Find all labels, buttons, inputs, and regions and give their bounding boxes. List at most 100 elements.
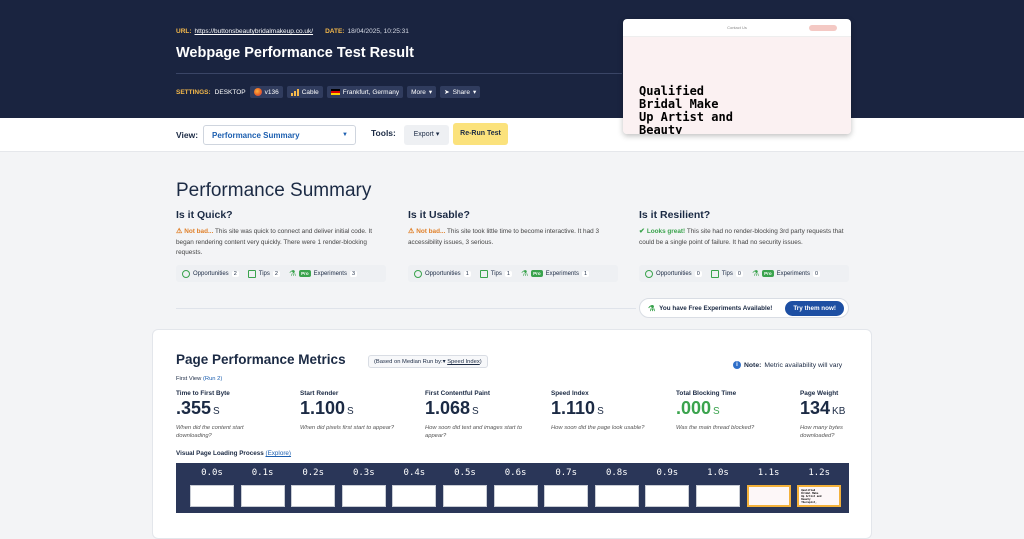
free-experiments-banner: ⚗ You have Free Experiments Available! T… bbox=[639, 298, 849, 318]
frame-time: 0.1s bbox=[251, 468, 274, 478]
usable-description: This site took little time to become int… bbox=[408, 228, 600, 246]
view-select[interactable]: Performance Summary ▼ bbox=[203, 125, 356, 145]
share-button[interactable]: ➤ Share ▾ bbox=[440, 86, 481, 98]
experiments-label: Experiments bbox=[776, 270, 810, 277]
metric-value: 1.110 S bbox=[551, 398, 666, 422]
usable-verdict: Not bad... bbox=[416, 228, 446, 235]
frame-thumbnail bbox=[493, 485, 538, 507]
opportunities-link[interactable]: Opportunities 1 bbox=[414, 269, 471, 278]
test-meta: URL: https://buttonsbeautybridalmakeup.co… bbox=[176, 28, 409, 35]
metrics-title: Page Performance Metrics bbox=[176, 352, 346, 367]
filmstrip-frame[interactable]: 0.3s bbox=[340, 463, 388, 507]
experiments-link[interactable]: ⚗ Pro Experiments 0 bbox=[752, 269, 821, 278]
preview-hero-text: Qualified Bridal Make Up Artist and Beau… bbox=[623, 37, 851, 134]
filmstrip-frame[interactable]: 0.1s bbox=[239, 463, 287, 507]
filmstrip-frame[interactable]: 0.5s bbox=[441, 463, 489, 507]
tested-url-link[interactable]: https://buttonsbeautybridalmakeup.co.uk/ bbox=[194, 28, 314, 35]
metric-number: .000 bbox=[676, 398, 712, 418]
warning-icon: ⚠ bbox=[408, 228, 417, 235]
chevron-down-icon: ▾ bbox=[435, 131, 440, 138]
more-label: More bbox=[411, 88, 426, 96]
page-screenshot-preview[interactable]: Contact Us Qualified Bridal Make Up Arti… bbox=[623, 19, 851, 134]
opportunities-link[interactable]: Opportunities 2 bbox=[182, 269, 239, 278]
filmstrip-frame[interactable]: 1.1s bbox=[745, 463, 793, 507]
caret-down-icon: ▾ bbox=[442, 359, 446, 365]
filmstrip-frame[interactable]: 0.9s bbox=[643, 463, 691, 507]
test-date: 18/04/2025, 10:25:31 bbox=[347, 28, 409, 35]
run-link[interactable]: (Run 2) bbox=[202, 376, 223, 382]
test-location: Frankfurt, Germany bbox=[342, 88, 400, 96]
clock-icon bbox=[182, 269, 190, 278]
metric-number: .355 bbox=[176, 398, 212, 418]
quick-section: Is it Quick? ⚠ Not bad... This site was … bbox=[176, 209, 386, 282]
flask-icon: ⚗ bbox=[520, 269, 529, 278]
metric-unit: S bbox=[213, 406, 220, 417]
median-prefix: (Based on Median Run by: bbox=[374, 359, 443, 365]
visual-loading-text: Visual Page Loading Process bbox=[176, 450, 264, 457]
frame-thumbnail bbox=[696, 485, 740, 507]
more-button[interactable]: More ▾ bbox=[407, 86, 437, 98]
first-view-text: First View bbox=[176, 376, 202, 382]
tips-link[interactable]: Tips 1 bbox=[479, 269, 512, 278]
export-button[interactable]: Export ▾ bbox=[404, 125, 449, 145]
experiments-link[interactable]: ⚗ Pro Experiments 3 bbox=[288, 269, 358, 278]
resilient-description: This site had no render-blocking 3rd par… bbox=[639, 228, 844, 246]
median-run-selector[interactable]: (Based on Median Run by:▾ Speed Index) bbox=[368, 355, 488, 368]
rerun-test-button[interactable]: Re-Run Test bbox=[453, 123, 508, 145]
section-divider bbox=[176, 308, 636, 309]
chevron-down-icon: ▼ bbox=[342, 132, 348, 138]
chevron-down-icon: ▾ bbox=[428, 89, 433, 96]
frame-time: 0.0s bbox=[201, 468, 223, 478]
flask-icon: ⚗ bbox=[288, 269, 297, 278]
frame-time: 1.1s bbox=[757, 468, 780, 478]
tips-label: Tips bbox=[490, 270, 502, 277]
result-header: URL: https://buttonsbeautybridalmakeup.co… bbox=[0, 0, 1024, 118]
metric-unit: KB bbox=[832, 406, 846, 417]
filmstrip-frame[interactable]: 1.2s Qualified Bridal Make Up Artist and … bbox=[795, 463, 843, 507]
metric-start-render: Start Render 1.100 S When did pixels firs… bbox=[300, 390, 415, 432]
explore-link[interactable]: (Explore) bbox=[265, 450, 292, 457]
metric-description: When did pixels first start to appear? bbox=[300, 425, 395, 431]
settings-label: SETTINGS: bbox=[176, 88, 211, 96]
tips-icon bbox=[710, 269, 719, 278]
opportunities-link[interactable]: Opportunities 0 bbox=[645, 269, 702, 278]
filmstrip-frame[interactable]: 0.7s bbox=[542, 463, 590, 507]
date-label: DATE: bbox=[325, 28, 345, 35]
signal-bars-icon bbox=[290, 88, 299, 96]
metric-unit: S bbox=[713, 406, 720, 417]
metric-value: 1.100 S bbox=[300, 398, 415, 422]
tips-link[interactable]: Tips 0 bbox=[710, 269, 743, 278]
median-suffix: ) bbox=[479, 359, 482, 365]
frame-thumbnail bbox=[645, 485, 690, 507]
pro-badge: Pro bbox=[299, 270, 311, 277]
metric-number: 1.068 bbox=[425, 398, 471, 418]
opportunities-count: 0 bbox=[694, 270, 702, 277]
metric-number: 1.100 bbox=[300, 398, 346, 418]
metric-description: Was the main thread blocked? bbox=[676, 425, 755, 431]
filmstrip-frame[interactable]: 0.6s bbox=[492, 463, 540, 507]
metric-page-weight: Page Weight 134 KB How many bytes downloa… bbox=[800, 390, 855, 440]
metric-name: Start Render bbox=[300, 390, 339, 397]
filmstrip-frame[interactable]: 0.8s bbox=[593, 463, 641, 507]
warning-icon: ⚠ bbox=[176, 228, 185, 235]
note-text: Metric availability will vary bbox=[764, 361, 843, 369]
filmstrip-frame[interactable]: 1.0s bbox=[694, 463, 742, 507]
tips-count: 0 bbox=[735, 270, 743, 277]
metric-name: Speed Index bbox=[551, 390, 589, 397]
metric-number: 1.110 bbox=[551, 398, 596, 418]
filmstrip-frame[interactable]: 0.0s bbox=[188, 463, 236, 507]
firefox-icon bbox=[253, 88, 262, 96]
resilient-stats: Opportunities 0 Tips 0 ⚗ Pro Experiments 0 bbox=[639, 265, 849, 282]
usable-stats: Opportunities 1 Tips 1 ⚗ Pro Experiments 1 bbox=[408, 265, 618, 282]
tips-link[interactable]: Tips 2 bbox=[247, 269, 280, 278]
frame-time: 0.9s bbox=[656, 468, 679, 478]
metric-name: First Contentful Paint bbox=[425, 390, 490, 397]
metric-unit: S bbox=[597, 406, 604, 417]
filmstrip-frame[interactable]: 0.4s bbox=[390, 463, 438, 507]
tips-icon bbox=[479, 269, 488, 278]
filmstrip-frame[interactable]: 0.2s bbox=[289, 463, 337, 507]
try-experiments-button[interactable]: Try them now! bbox=[785, 300, 844, 316]
frame-time: 0.8s bbox=[605, 468, 628, 478]
opportunities-label: Opportunities bbox=[193, 270, 229, 277]
experiments-link[interactable]: ⚗ Pro Experiments 1 bbox=[520, 269, 590, 278]
